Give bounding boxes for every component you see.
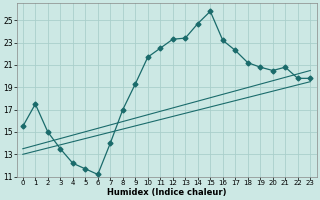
X-axis label: Humidex (Indice chaleur): Humidex (Indice chaleur)	[107, 188, 226, 197]
